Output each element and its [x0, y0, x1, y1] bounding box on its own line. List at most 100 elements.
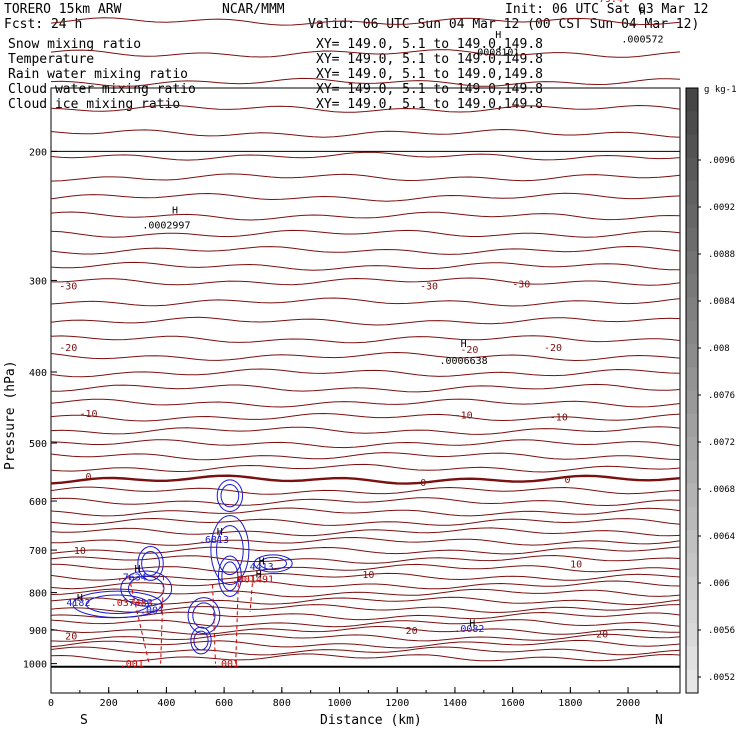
- x-tick-label: 800: [273, 698, 291, 709]
- cloud-water-contours: [72, 479, 293, 655]
- high-marker: H: [495, 30, 501, 41]
- isotherm-label: -10: [79, 409, 97, 420]
- colorbar-swatch: [686, 669, 698, 694]
- isotherm-line: [50, 580, 681, 590]
- isotherm-label: 0: [85, 472, 91, 483]
- contour-annotation: .001: [140, 606, 164, 617]
- isotherm-line: [50, 383, 681, 393]
- rain-water-contour: [160, 576, 165, 664]
- isotherm-line: [50, 625, 680, 635]
- contour-annotation: .000572: [621, 34, 663, 45]
- y-tick-label: 400: [29, 368, 47, 379]
- forecast-hour: Fcst: 24 h: [4, 17, 82, 32]
- high-marker: H: [256, 570, 262, 581]
- isotherm-line: [50, 192, 681, 202]
- isotherm-label: -30: [512, 280, 530, 291]
- x-tick-label: 1800: [558, 698, 582, 709]
- colorbar-swatch: [686, 506, 698, 531]
- cloud-water-contour: [253, 554, 293, 573]
- colorbar-swatch: [686, 390, 698, 415]
- contour-annotation: .0008101: [471, 48, 519, 59]
- isotherm-line: [51, 277, 681, 286]
- colorbar-swatch: [686, 576, 698, 601]
- field-name: Cloud water mixing ratio: [8, 82, 196, 97]
- high-marker: H: [172, 205, 178, 216]
- colorbar-tick-label: .0096: [708, 156, 735, 166]
- isotherm-line: [50, 452, 681, 461]
- isotherm-line: [50, 128, 681, 138]
- init-time: Init: 06 UTC Sat 03 Mar 12: [505, 2, 709, 17]
- contour-annotation: -79.4: [593, 0, 623, 5]
- y-tick-label: 1000: [23, 660, 47, 671]
- cloud-water-contour: [85, 594, 149, 615]
- isotherm-line: [50, 588, 681, 598]
- x-tick-label: 1200: [385, 698, 409, 709]
- high-marker: H: [77, 593, 83, 604]
- isotherm-label: -30: [420, 282, 438, 293]
- valid-time: Valid: 06 UTC Sun 04 Mar 12 (00 CST Sun …: [308, 17, 699, 32]
- colorbar-swatch: [686, 227, 698, 252]
- isotherm-line: [50, 486, 681, 495]
- colorbar-swatch: [686, 204, 698, 229]
- cloud-water-contour: [259, 556, 287, 570]
- isotherm-line: [50, 229, 681, 238]
- isotherm-line: [50, 611, 681, 621]
- contour-annotation: .0006638: [440, 356, 488, 367]
- colorbar-frame: [685, 87, 699, 694]
- left-endpoint-label: S: [80, 713, 88, 728]
- field-xy: XY= 149.0, 5.1 to 149.0,149.8: [316, 97, 543, 112]
- isotherm-line: [50, 563, 681, 573]
- y-tick-label: 300: [29, 276, 47, 287]
- high-marker: H: [259, 557, 265, 568]
- colorbar-swatch: [686, 88, 698, 112]
- colorbar-swatch: [686, 460, 698, 485]
- cloud-water-contour: [190, 626, 212, 655]
- cloud-water-contour: [210, 515, 250, 586]
- contour-annotation: .6813: [199, 535, 229, 546]
- contour-annotation: .001: [120, 659, 144, 670]
- center-name: NCAR/MMM: [222, 2, 285, 17]
- isotherm-line: [50, 335, 681, 344]
- isotherm-label: 0: [564, 475, 570, 486]
- isotherm-label: 20: [406, 626, 418, 637]
- isotherm-line: [50, 639, 681, 649]
- contour-annotation: .7634: [117, 572, 147, 583]
- colorbar-swatch: [686, 553, 698, 578]
- isotherm-line: [50, 398, 681, 408]
- contour-annotation: .001491: [232, 574, 274, 585]
- x-tick-label: 2000: [616, 698, 640, 709]
- contour-annotation: .0002997: [142, 221, 190, 232]
- cloud-water-contour: [141, 550, 160, 576]
- isotherm-line: [50, 572, 681, 581]
- plot-frame: [50, 87, 681, 694]
- cloud-water-contour: [137, 545, 164, 581]
- isotherm-line: [50, 412, 681, 422]
- isotherm-line: [50, 619, 681, 628]
- cloud-water-contour: [217, 555, 242, 598]
- isotherm-line: [50, 463, 681, 473]
- colorbar-swatch: [686, 530, 698, 554]
- y-tick-label: 700: [29, 546, 47, 557]
- isotherm-line: [50, 104, 681, 113]
- isotherm-line: [50, 546, 681, 555]
- field-list: Snow mixing ratio XY= 149.0, 5.1 to 149.0…: [8, 37, 543, 112]
- isotherm-line: [50, 368, 681, 378]
- isotherm-label: -20: [460, 345, 478, 356]
- cloud-water-contour: [192, 602, 216, 629]
- colorbar-swatch: [686, 623, 698, 647]
- high-marker: H: [639, 6, 645, 17]
- isotherm-label: 20: [65, 631, 77, 642]
- rain-water-contour: [212, 584, 216, 664]
- contour-annotation: .037483: [111, 598, 153, 609]
- rain-water-contour: [249, 576, 254, 612]
- isotherm-label: -30: [59, 282, 77, 293]
- colorbar-swatch: [686, 646, 698, 671]
- cloud-water-contour: [220, 484, 240, 508]
- colorbar-swatch: [686, 483, 698, 508]
- isotherm-label: 10: [570, 559, 582, 570]
- x-axis-label: Distance (km): [320, 713, 422, 728]
- colorbar-tick-label: .0088: [708, 250, 735, 260]
- isotherm-line: [50, 261, 680, 271]
- colorbar-tick-label: .0064: [708, 532, 735, 542]
